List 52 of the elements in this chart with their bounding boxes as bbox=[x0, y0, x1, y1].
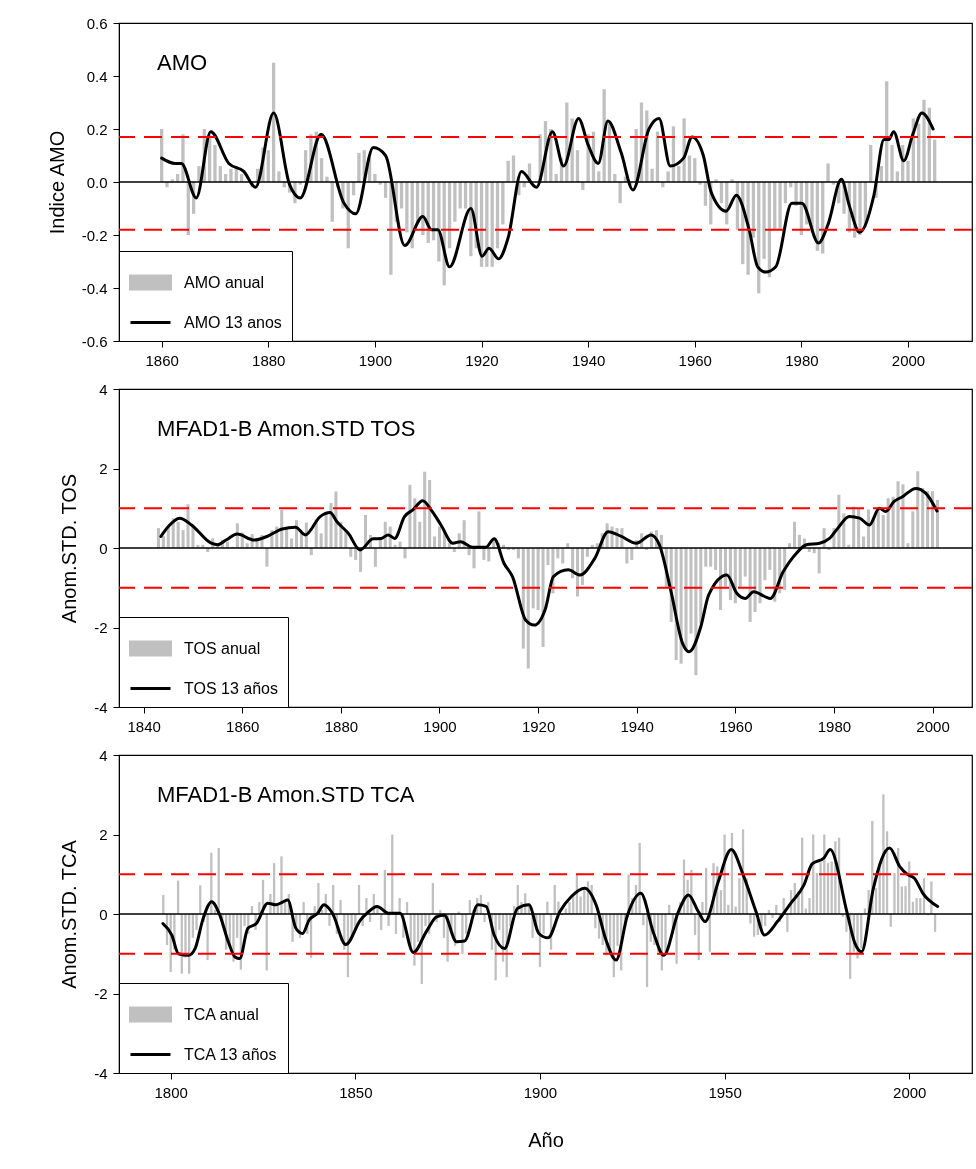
y-tick-label: 4 bbox=[99, 746, 108, 764]
y-tick-label: -0.6 bbox=[81, 332, 108, 350]
x-tick-label: 2000 bbox=[891, 351, 926, 369]
y-tick-label: 4 bbox=[99, 380, 108, 398]
y-axis-title: Indice AMO bbox=[45, 130, 68, 235]
x-tick-label: 1940 bbox=[571, 351, 606, 369]
y-tick-label: 2 bbox=[99, 826, 108, 843]
x-tick-label: 1880 bbox=[324, 717, 359, 735]
x-tick-label: 1960 bbox=[678, 351, 712, 369]
legend-label: TOS anual bbox=[184, 639, 261, 657]
legend-label: AMO anual bbox=[184, 273, 265, 291]
x-tick-label: 1860 bbox=[226, 717, 260, 735]
text: MFAD1-B Amon.STD TCA bbox=[157, 782, 415, 807]
y-tick-label: -0.2 bbox=[81, 226, 108, 244]
y-tick-label: -2 bbox=[94, 985, 108, 1002]
x-tick-label: 1850 bbox=[339, 1083, 373, 1101]
y-tick-label: -4 bbox=[94, 698, 108, 716]
y-tick-label: 0.0 bbox=[86, 173, 108, 191]
y-tick-label: 2 bbox=[99, 460, 108, 477]
text: MFAD1-B Amon.STD TOS bbox=[157, 416, 416, 441]
x-tick-label: 1940 bbox=[620, 717, 654, 735]
x-tick-label: 2000 bbox=[916, 717, 950, 735]
x-tick-label: 1980 bbox=[817, 717, 852, 735]
x-tick-label: 1980 bbox=[785, 351, 819, 369]
x-tick-label: 1900 bbox=[423, 717, 457, 735]
y-axis-title: Anom.STD. TCA bbox=[58, 839, 81, 989]
x-tick-label: 1880 bbox=[252, 351, 286, 369]
x-tick-label: 1920 bbox=[465, 351, 499, 369]
x-axis-title: Año bbox=[528, 1128, 564, 1151]
legend-label: TOS 13 años bbox=[184, 679, 278, 697]
x-tick-label: 2000 bbox=[893, 1083, 927, 1101]
legend-label: TCA anual bbox=[184, 1005, 259, 1023]
y-tick-label: 0.6 bbox=[86, 14, 108, 32]
y-tick-label: 0 bbox=[99, 539, 108, 557]
x-tick-label: 1900 bbox=[523, 1083, 558, 1101]
y-tick-label: -0.4 bbox=[81, 279, 108, 297]
text: AMO bbox=[157, 50, 208, 75]
x-tick-label: 1950 bbox=[708, 1083, 742, 1101]
y-tick-label: -2 bbox=[94, 619, 108, 636]
x-tick-label: 1920 bbox=[521, 717, 556, 735]
x-tick-label: 1800 bbox=[154, 1083, 188, 1101]
y-tick-label: 0.2 bbox=[86, 120, 108, 138]
y-tick-label: 0.4 bbox=[86, 67, 108, 85]
x-tick-label: 1960 bbox=[719, 717, 753, 735]
x-tick-label: 1860 bbox=[145, 351, 179, 369]
x-tick-label: 1840 bbox=[127, 717, 161, 735]
legend-label: TCA 13 años bbox=[184, 1045, 277, 1063]
y-tick-label: 0 bbox=[99, 905, 108, 923]
y-tick-label: -4 bbox=[94, 1064, 108, 1082]
legend-label: AMO 13 anos bbox=[184, 313, 282, 331]
x-tick-label: 1900 bbox=[358, 351, 393, 369]
y-axis-title: Anom.STD. TOS bbox=[58, 473, 81, 624]
